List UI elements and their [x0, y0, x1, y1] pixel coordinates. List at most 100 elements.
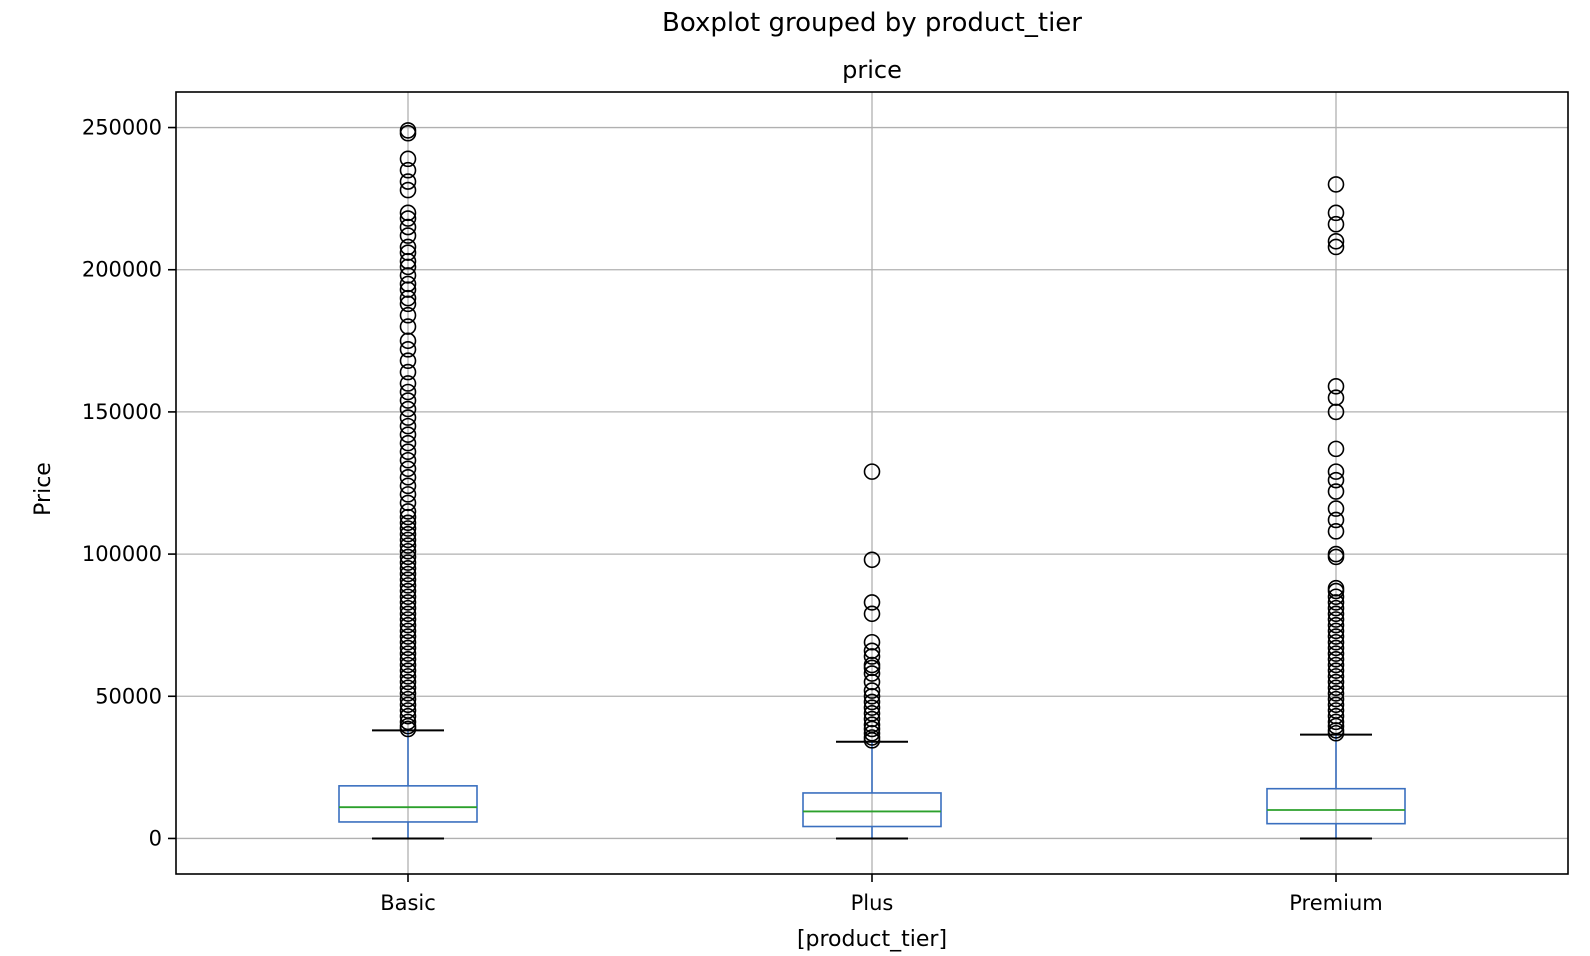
y-tick-label: 200000 [82, 258, 162, 282]
outlier-point [399, 181, 417, 199]
outlier-point [399, 639, 417, 657]
outlier-point [399, 594, 417, 611]
outlier-point [399, 673, 417, 691]
outlier-point [399, 341, 417, 358]
outlier-point [1327, 662, 1345, 679]
outlier-point [863, 633, 881, 651]
outlier-point [863, 605, 881, 623]
outlier-point [1327, 605, 1345, 623]
outlier-point [1327, 579, 1345, 597]
outlier-point [399, 662, 417, 679]
outlier-point [399, 611, 417, 628]
outlier-point [399, 685, 417, 702]
outlier-point [399, 560, 417, 577]
outlier-point [863, 682, 881, 699]
outlier-point [863, 665, 881, 682]
outlier-point [1327, 713, 1345, 731]
outlier-point [399, 690, 417, 708]
outlier-point [399, 582, 417, 600]
outlier-point [399, 520, 417, 537]
outlier-point [399, 469, 417, 486]
outlier-point [1327, 232, 1345, 250]
iqr-box [338, 785, 478, 823]
outlier-point [1327, 440, 1345, 458]
y-tick-label: 150000 [82, 400, 162, 424]
outlier-point [399, 605, 417, 623]
outlier-point [1327, 707, 1345, 725]
outlier-point [399, 537, 417, 554]
outlier-point [399, 548, 417, 566]
outlier-point [399, 554, 417, 571]
outlier-point [399, 409, 417, 426]
outlier-point [399, 713, 417, 731]
outlier-point [399, 244, 417, 261]
outlier-point [399, 352, 417, 370]
outlier-point [399, 702, 417, 719]
outlier-point [399, 577, 417, 594]
x-tick-label: Basic [380, 891, 436, 915]
outlier-point [399, 363, 417, 381]
outlier-point [399, 656, 417, 674]
outlier-point [399, 460, 417, 478]
outlier-point [399, 227, 417, 244]
outlier-point [863, 716, 881, 734]
outlier-point [1327, 238, 1345, 256]
y-axis-ticks: 0 50000 100000 150000 200000 250000 [82, 116, 176, 850]
plot-frame [175, 91, 1569, 875]
outlier-point [399, 525, 417, 543]
outlier-point [399, 204, 417, 222]
outlier-point [399, 238, 417, 256]
outlier-point [863, 729, 881, 746]
outlier-point [863, 693, 881, 711]
outlier-point [399, 588, 417, 606]
outlier-point [399, 434, 417, 452]
outlier-point [399, 651, 417, 668]
iqr-box [1266, 787, 1406, 825]
outlier-point [399, 392, 417, 409]
outlier-point [863, 551, 881, 569]
x-axis-ticks: Basic Plus Premium [380, 874, 1383, 915]
y-axis-label: Price [31, 462, 56, 516]
outlier-point [399, 628, 417, 645]
outlier-point [399, 122, 417, 139]
outlier-point [1327, 588, 1345, 606]
outlier-point [1327, 685, 1345, 702]
outlier-point [399, 679, 417, 697]
outlier-point [399, 542, 417, 560]
outlier-point [399, 514, 417, 532]
outlier-point [863, 463, 881, 480]
outlier-point [1327, 523, 1345, 540]
box-series [338, 122, 1406, 840]
outlier-point [1327, 500, 1345, 517]
outlier-point [1327, 656, 1345, 674]
outlier-point [399, 383, 417, 401]
outlier-point [399, 633, 417, 651]
grid-lines [176, 92, 1568, 874]
y-tick-label: 0 [149, 826, 162, 850]
x-axis-label: [product_tier] [797, 927, 947, 952]
outlier-point [1327, 463, 1345, 480]
chart-suptitle: Boxplot grouped by product_tier [662, 8, 1082, 38]
outlier-point [399, 417, 417, 435]
outlier-point [1327, 204, 1345, 222]
outlier-point [399, 400, 417, 418]
outlier-point [1327, 633, 1345, 651]
outlier-point [399, 696, 417, 714]
outlier-point [399, 503, 417, 520]
outlier-point [1327, 639, 1345, 657]
outlier-point [1327, 215, 1345, 233]
outlier-point [1327, 702, 1345, 719]
outlier-point [1327, 616, 1345, 634]
chart-title: price [842, 56, 902, 84]
outlier-point [1327, 696, 1345, 714]
outlier-point [1327, 176, 1345, 193]
outlier-point [1327, 651, 1345, 668]
outlier-point [863, 642, 881, 660]
outlier-point [399, 707, 417, 725]
box-premium [1266, 176, 1406, 840]
outlier-point [399, 494, 417, 512]
outlier-point [863, 710, 881, 728]
iqr-box [802, 792, 942, 828]
outlier-point [399, 306, 417, 324]
